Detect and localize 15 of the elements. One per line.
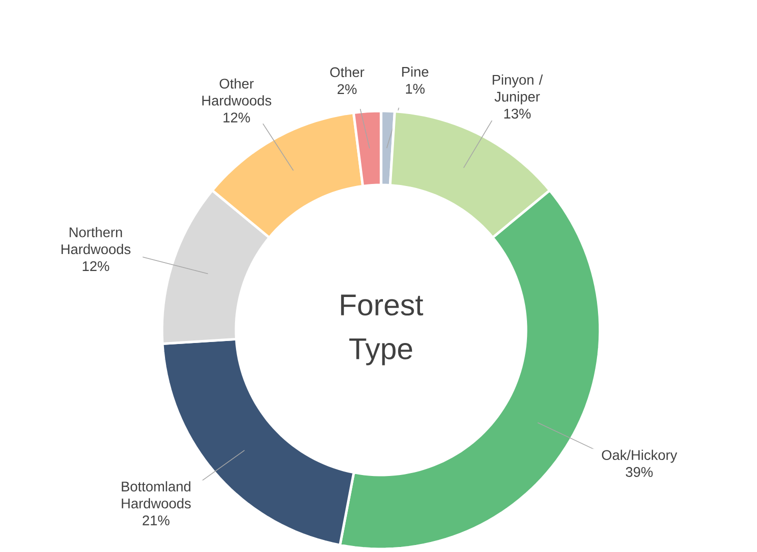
- data-label: 21%: [142, 515, 170, 526]
- data-label: 2%: [338, 84, 357, 94]
- slice-label: Northern Hardwoods: [62, 226, 130, 254]
- slice-label: Oak/Hickory: [602, 450, 678, 463]
- slice-label: Bottomland Hardwoods: [122, 481, 191, 508]
- slice-label: Other Hardwoods: [202, 78, 272, 106]
- data-label: 13%: [504, 108, 531, 119]
- text: Forest Type: [341, 294, 424, 366]
- slice-label: Pine: [402, 66, 428, 77]
- data-label: 12%: [82, 261, 110, 272]
- data-label: 39%: [626, 467, 653, 477]
- data-label: 12%: [224, 112, 250, 122]
- slice-label: Pinyon / Juniper: [492, 74, 543, 104]
- data-label: 1%: [406, 84, 425, 94]
- slice-label: Other: [330, 66, 364, 78]
